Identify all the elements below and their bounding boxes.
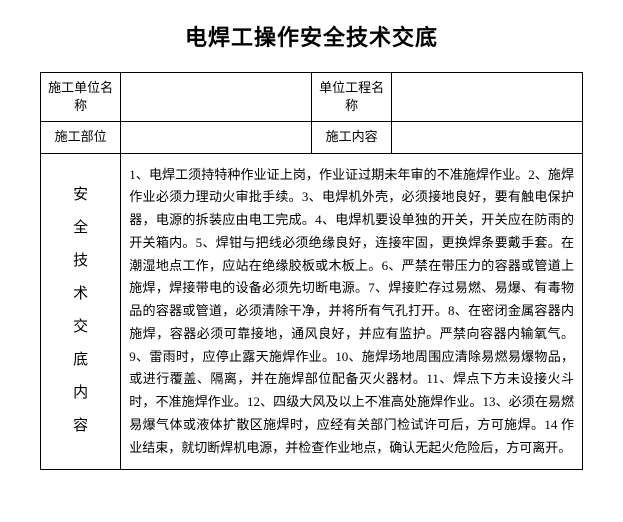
label-construction-part: 施工部位: [41, 122, 121, 153]
value-construction-unit: [121, 73, 312, 122]
form-table: 施工单位名称 单位工程名称 施工部位 施工内容 安全技术交底内容 1、电焊工须持…: [40, 72, 583, 470]
value-construction-part: [121, 122, 312, 153]
safety-content-cell: 1、电焊工须持特种作业证上岗，作业证过期未年审的不准施焊作业。2、施焊作业必须力…: [121, 153, 583, 470]
value-project-name: [392, 73, 583, 122]
document-title: 电焊工操作安全技术交底: [40, 20, 583, 52]
label-construction-unit: 施工单位名称: [41, 73, 121, 122]
value-construction-content: [392, 122, 583, 153]
label-project-name: 单位工程名称: [311, 73, 391, 122]
content-row: 安全技术交底内容 1、电焊工须持特种作业证上岗，作业证过期未年审的不准施焊作业。…: [41, 153, 583, 470]
header-row-2: 施工部位 施工内容: [41, 122, 583, 153]
header-row-1: 施工单位名称 单位工程名称: [41, 73, 583, 122]
label-construction-content: 施工内容: [311, 122, 391, 153]
vertical-section-label: 安全技术交底内容: [41, 153, 121, 470]
